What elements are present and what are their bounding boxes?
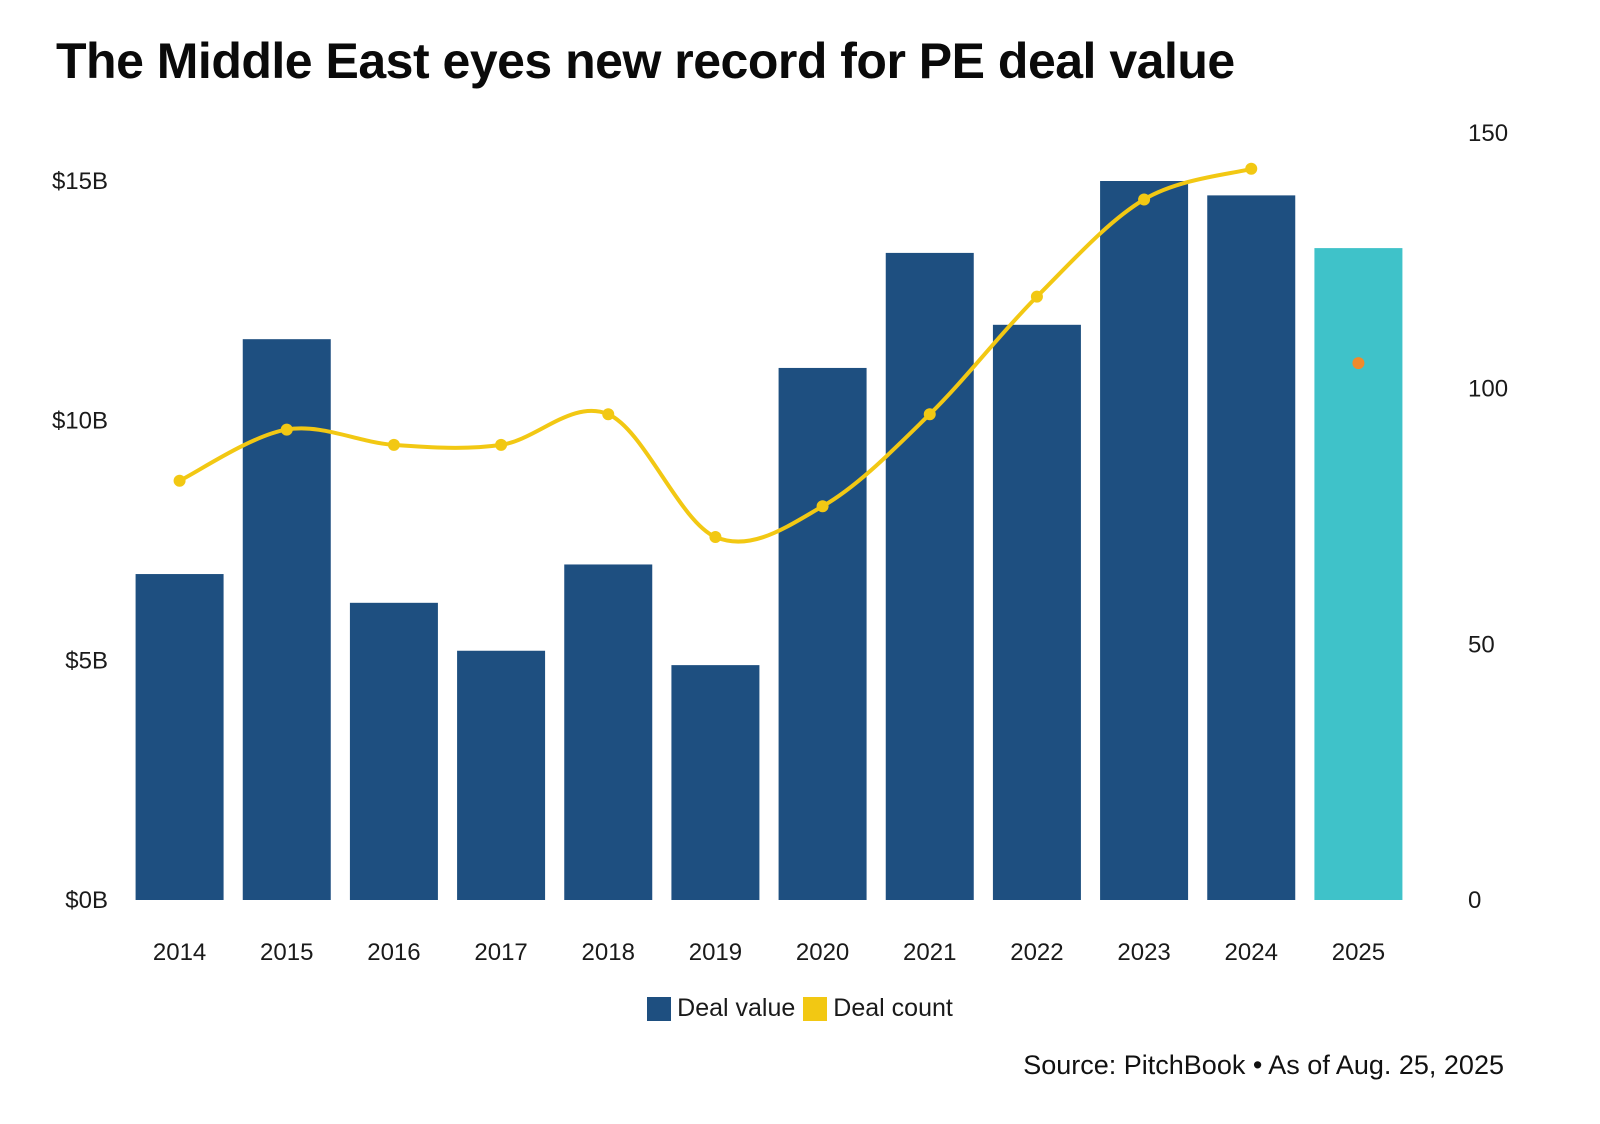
x-tick-label-2022: 2022: [1010, 939, 1063, 966]
legend-item-deal-value: Deal value: [647, 994, 795, 1023]
bar-2022: [992, 324, 1081, 900]
left-tick-label: $15B: [52, 168, 108, 195]
bar-layer: [135, 181, 1403, 900]
legend-swatch-deal-value: [647, 996, 672, 1021]
deal-count-line: [178, 166, 1252, 544]
x-tick-label-2018: 2018: [582, 939, 635, 966]
x-tick-label-2019: 2019: [689, 939, 742, 966]
legend-label-deal-value: Deal value: [677, 994, 796, 1022]
bar-2021: [885, 252, 974, 900]
left-axis: $0B $5B $10B $15B: [52, 168, 108, 914]
x-tick-label-2017: 2017: [474, 939, 527, 966]
chart-title: The Middle East eyes new record for PE d…: [56, 33, 1235, 89]
deal-count-point-2024: [1245, 162, 1258, 175]
right-axis: 0 50 100 150: [1468, 120, 1508, 914]
right-tick-label: 150: [1468, 120, 1508, 147]
bar-2019: [671, 665, 760, 900]
right-tick-label: 50: [1468, 631, 1495, 658]
deal-count-point-2014: [173, 474, 186, 487]
deal-count-point-2018: [602, 408, 615, 421]
legend: Deal value Deal count: [0, 994, 1600, 1023]
deal-count-point-2022: [1030, 290, 1043, 303]
legend-label-deal-count: Deal count: [833, 994, 953, 1022]
x-tick-label-2024: 2024: [1225, 939, 1278, 966]
bar-2018: [564, 564, 653, 900]
x-tick-label-2023: 2023: [1117, 939, 1170, 966]
deal-count-point-2019: [709, 530, 722, 543]
bar-2024: [1207, 195, 1296, 900]
legend-swatch-deal-count: [803, 996, 828, 1021]
left-tick-label: $0B: [65, 887, 108, 914]
left-tick-label: $5B: [65, 647, 108, 674]
x-tick-label-2014: 2014: [153, 939, 206, 966]
x-tick-label-2020: 2020: [796, 939, 849, 966]
deal-count-point-2025: [1352, 357, 1365, 370]
bar-2020: [778, 367, 867, 900]
bar-2015: [242, 339, 331, 900]
bar-2023: [1100, 181, 1189, 900]
deal-count-point-2021: [923, 408, 936, 421]
x-tick-label-2021: 2021: [903, 939, 956, 966]
deal-count-point-2015: [280, 423, 293, 436]
bar-2014: [135, 574, 224, 900]
x-tick-label-2015: 2015: [260, 939, 313, 966]
deal-count-point-2017: [495, 438, 508, 451]
x-tick-label-2016: 2016: [367, 939, 420, 966]
x-tick-label-2025: 2025: [1332, 939, 1385, 966]
deal-count-point-2023: [1138, 193, 1151, 206]
x-axis: 2014 2015 2016 2017 2018 2019 2020 2021 2022 2023…: [153, 939, 1385, 966]
bar-2025: [1314, 248, 1403, 900]
bar-2017: [457, 650, 546, 900]
deal-count-point-2016: [387, 438, 400, 451]
legend-item-deal-count: Deal count: [803, 994, 953, 1023]
bar-2016: [349, 602, 438, 900]
deal-count-point-2020: [816, 500, 829, 513]
source-note: Source: PitchBook • As of Aug. 25, 2025: [1023, 1050, 1504, 1080]
right-tick-label: 100: [1468, 376, 1508, 403]
left-tick-label: $10B: [52, 408, 108, 435]
right-tick-label: 0: [1468, 887, 1481, 914]
deal-count-line-layer: [173, 162, 1365, 544]
